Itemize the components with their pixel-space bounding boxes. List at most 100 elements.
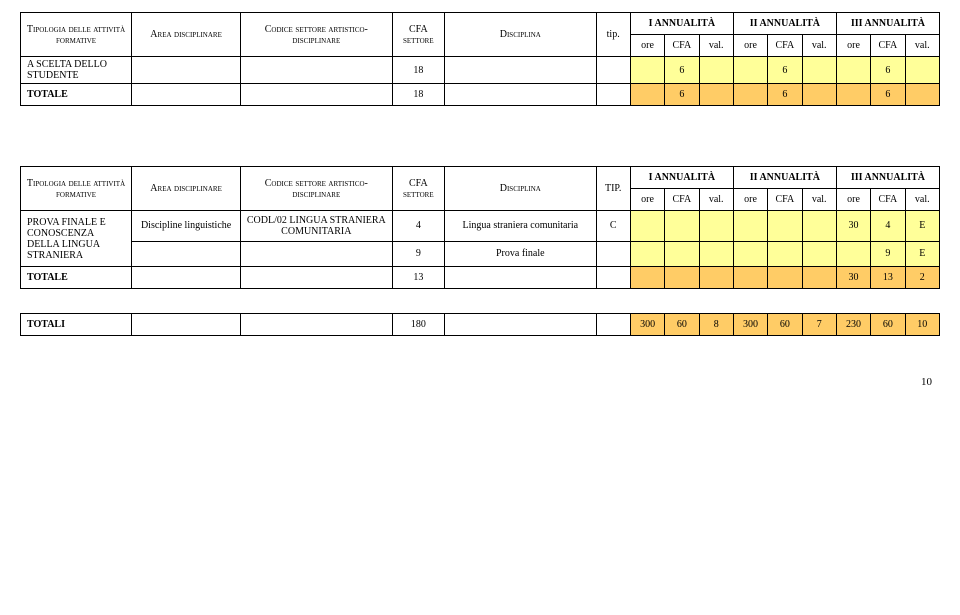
- cell-cfa: 13: [871, 267, 905, 289]
- cell: [699, 84, 733, 106]
- table-3-totali: TOTALI 180 300 60 8 300 60 7 230 60 10: [20, 313, 940, 336]
- cell: [445, 314, 596, 336]
- col-codice: Codice settore artistico-disciplinare: [241, 167, 392, 211]
- cell: [768, 267, 802, 289]
- cell-totale-label: TOTALE: [21, 267, 132, 289]
- col-codice: Codice settore artistico-disciplinare: [241, 13, 392, 57]
- cell: [768, 241, 802, 266]
- cell: [665, 241, 699, 266]
- col-ann1: I ANNUALITÀ: [630, 167, 733, 189]
- col-cfa-settore: CFA settore: [392, 13, 445, 57]
- cell: [905, 84, 939, 106]
- cell-cfa: 60: [665, 314, 699, 336]
- cell: [905, 57, 939, 84]
- cell-cfa-settore: 4: [392, 211, 445, 242]
- cell: [596, 57, 630, 84]
- cell-ore: 300: [630, 314, 664, 336]
- cell-val: 8: [699, 314, 733, 336]
- cell-val: E: [905, 241, 939, 266]
- cell-codice: CODL/02 LINGUA STRANIERA COMUNITARIA: [241, 211, 392, 242]
- cell-val: 7: [802, 314, 836, 336]
- cell-ore: 30: [836, 267, 870, 289]
- page-number: 10: [20, 376, 940, 388]
- table-row: Tipologia delle attività formative Area …: [21, 13, 940, 35]
- cell: [596, 314, 630, 336]
- col-ann1: I ANNUALITÀ: [630, 13, 733, 35]
- sub-val: val.: [699, 189, 733, 211]
- cell-val: 6: [665, 84, 699, 106]
- cell: [132, 57, 241, 84]
- cell-cfa-settore: 9: [392, 241, 445, 266]
- cell: [733, 57, 767, 84]
- sub-ore: ore: [630, 35, 664, 57]
- cell: [132, 267, 241, 289]
- cell: [733, 267, 767, 289]
- cell-cfa-settore: 13: [392, 267, 445, 289]
- col-tipologia: Tipologia delle attività formative: [21, 167, 132, 211]
- cell-val: 2: [905, 267, 939, 289]
- cell-tipologia: PROVA FINALE E CONOSCENZA DELLA LINGUA S…: [21, 211, 132, 267]
- cell: [699, 267, 733, 289]
- cell: [802, 84, 836, 106]
- cell-val: 6: [768, 84, 802, 106]
- col-ann2: II ANNUALITÀ: [733, 167, 836, 189]
- col-tip: TIP.: [596, 167, 630, 211]
- cell: [699, 57, 733, 84]
- cell: [802, 267, 836, 289]
- table-row: Tipologia delle attività formative Area …: [21, 167, 940, 189]
- col-ann2: II ANNUALITÀ: [733, 13, 836, 35]
- sub-cfa: CFA: [871, 189, 905, 211]
- cell: [241, 267, 392, 289]
- cell-cfa: 4: [871, 211, 905, 242]
- sub-val: val.: [905, 35, 939, 57]
- cell-val: 6: [665, 57, 699, 84]
- cell-cfa: 60: [768, 314, 802, 336]
- col-disciplina: Disciplina: [445, 167, 596, 211]
- sub-val: val.: [802, 189, 836, 211]
- cell-val: 6: [871, 84, 905, 106]
- cell-disciplina: Prova finale: [445, 241, 596, 266]
- cell: [802, 211, 836, 242]
- sub-cfa: CFA: [768, 35, 802, 57]
- sub-val: val.: [699, 35, 733, 57]
- cell: [836, 84, 870, 106]
- cell-area: Discipline linguistiche: [132, 211, 241, 242]
- table-1: Tipologia delle attività formative Area …: [20, 12, 940, 106]
- cell-cfa: 9: [871, 241, 905, 266]
- cell: [665, 211, 699, 242]
- cell: [733, 211, 767, 242]
- cell: [630, 211, 664, 242]
- cell: [596, 267, 630, 289]
- cell-ore: 300: [733, 314, 767, 336]
- col-disciplina: Disciplina: [445, 13, 596, 57]
- table-row-totale: TOTALE 18 6 6 6: [21, 84, 940, 106]
- sub-cfa: CFA: [871, 35, 905, 57]
- table-row: A SCELTA DELLO STUDENTE 18 6 6 6: [21, 57, 940, 84]
- table-row: PROVA FINALE E CONOSCENZA DELLA LINGUA S…: [21, 211, 940, 242]
- table-row-totali: TOTALI 180 300 60 8 300 60 7 230 60 10: [21, 314, 940, 336]
- cell: [733, 241, 767, 266]
- cell: [241, 314, 392, 336]
- sub-cfa: CFA: [665, 35, 699, 57]
- cell: [630, 241, 664, 266]
- cell: [445, 267, 596, 289]
- sub-cfa: CFA: [665, 189, 699, 211]
- col-area: Area disciplinare: [132, 13, 241, 57]
- table-2: Tipologia delle attività formative Area …: [20, 166, 940, 289]
- cell-cfa-settore: 180: [392, 314, 445, 336]
- col-tip: tip.: [596, 13, 630, 57]
- cell-ore: 230: [836, 314, 870, 336]
- cell: [836, 241, 870, 266]
- col-tipologia: Tipologia delle attività formative: [21, 13, 132, 57]
- col-area: Area disciplinare: [132, 167, 241, 211]
- cell-disciplina: Lingua straniera comunitaria: [445, 211, 596, 242]
- cell: [699, 211, 733, 242]
- cell: [132, 314, 241, 336]
- cell: [665, 267, 699, 289]
- table-row-totale: TOTALE 13 30 13 2: [21, 267, 940, 289]
- cell: [132, 241, 241, 266]
- cell: [630, 57, 664, 84]
- sub-ore: ore: [733, 189, 767, 211]
- cell: [733, 84, 767, 106]
- sub-val: val.: [802, 35, 836, 57]
